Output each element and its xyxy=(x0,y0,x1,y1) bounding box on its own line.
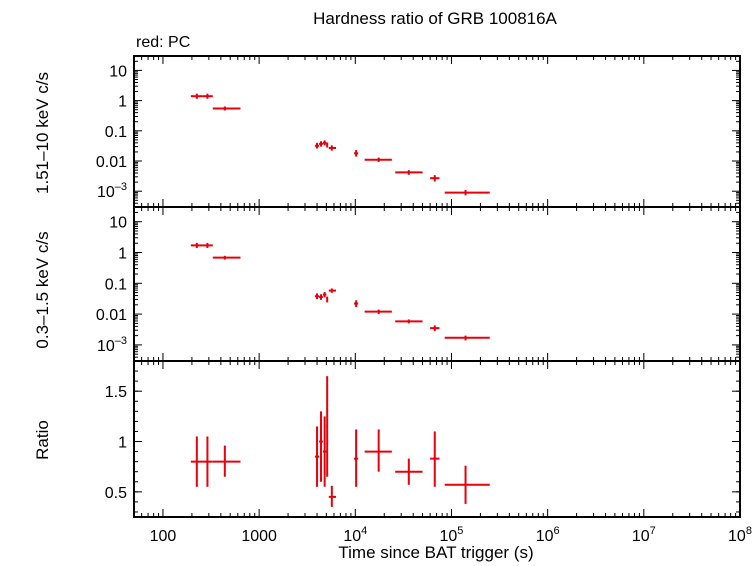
y-tick-label: 1 xyxy=(118,435,127,452)
x-tick-label: 104 xyxy=(343,525,367,545)
panel-soft-band: 10 1 0.1 0.01 10–3 xyxy=(96,206,741,362)
data-point xyxy=(354,429,359,487)
data-point xyxy=(395,170,423,175)
data-point xyxy=(395,319,423,324)
data-point xyxy=(326,296,329,303)
data-point xyxy=(444,335,490,341)
data-point xyxy=(430,325,440,332)
data-point xyxy=(190,242,203,248)
y-tick-label: 0.5 xyxy=(105,485,127,502)
y-tick-label: 10–3 xyxy=(97,335,127,355)
x-axis-label: Time since BAT trigger (s) xyxy=(338,543,533,562)
data-point xyxy=(319,411,323,482)
data-point xyxy=(354,300,359,307)
y-tick-label: 0.1 xyxy=(105,276,127,293)
y-tick-label: 0.1 xyxy=(105,124,127,141)
data-point xyxy=(328,288,337,293)
y-axis-label-ratio: Ratio xyxy=(33,420,52,460)
y-tick-label: 10 xyxy=(109,63,127,80)
data-point xyxy=(190,436,203,487)
data-point xyxy=(364,309,392,315)
data-point xyxy=(319,294,323,300)
data-point xyxy=(314,293,320,299)
data-point xyxy=(322,292,327,298)
data-point xyxy=(430,431,440,487)
y-axis-label-hard: 1.51–10 keV c/s xyxy=(33,72,52,194)
data-point xyxy=(444,465,490,504)
data-point xyxy=(314,142,320,149)
panel-frame xyxy=(133,55,741,208)
data-point xyxy=(212,255,241,260)
data-point xyxy=(319,141,323,147)
x-tick-label: 106 xyxy=(536,525,560,545)
x-tick-label: 107 xyxy=(632,525,656,545)
y-tick-label: 10–3 xyxy=(97,181,127,201)
data-point xyxy=(354,150,359,157)
y-tick-label: 10 xyxy=(109,215,127,232)
data-point xyxy=(212,445,241,477)
x-tick-label: 105 xyxy=(440,525,464,545)
data-point xyxy=(322,416,327,487)
data-point xyxy=(364,429,392,472)
y-tick-label: 1 xyxy=(118,94,127,111)
data-point xyxy=(314,426,320,487)
data-point xyxy=(444,189,490,196)
data-point xyxy=(190,93,203,99)
chart-title: Hardness ratio of GRB 100816A xyxy=(313,9,557,28)
data-point xyxy=(326,376,329,477)
y-tick-label: 1 xyxy=(118,245,127,262)
data-point xyxy=(364,157,392,162)
x-tick-label: 100 xyxy=(150,528,177,545)
data-point xyxy=(202,436,213,487)
x-tick-label: 1000 xyxy=(241,528,277,545)
chart-annotation: red: PC xyxy=(136,34,190,51)
x-tick-label: 108 xyxy=(728,525,752,545)
data-point xyxy=(326,142,329,148)
data-point xyxy=(395,458,423,485)
y-axis-label-soft: 0.3–1.5 keV c/s xyxy=(33,231,52,348)
panel-frame xyxy=(133,360,741,518)
data-point xyxy=(328,145,337,151)
panel-ratio: 1.5 1 0.5 100 1000 104 105 106 107 108 xyxy=(105,360,752,545)
data-point xyxy=(322,140,327,146)
y-tick-label: 0.01 xyxy=(96,307,127,324)
panel-hard-band: 10 1 0.1 0.01 10–3 xyxy=(96,55,741,208)
data-point xyxy=(430,175,440,182)
data-point xyxy=(328,485,337,507)
y-tick-label: 0.01 xyxy=(96,154,127,171)
data-point xyxy=(202,242,213,248)
data-point xyxy=(212,106,241,111)
y-tick-label: 1.5 xyxy=(105,384,127,401)
data-point xyxy=(202,93,213,99)
panel-frame xyxy=(133,206,741,362)
